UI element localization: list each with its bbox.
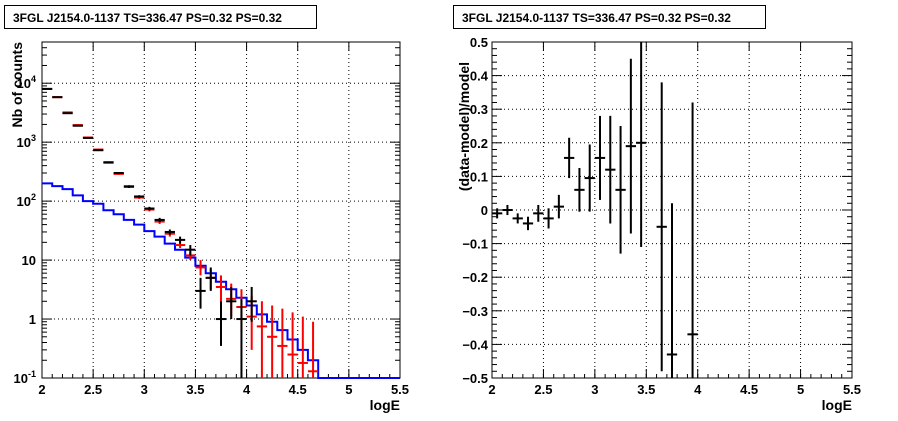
x-tick-label: 4 (694, 382, 702, 397)
x-tick-label: 5.5 (843, 382, 861, 397)
y-tick-label: 10-1 (14, 369, 36, 386)
x-tick-label: 3.5 (637, 382, 655, 397)
x-tick-label: 4 (243, 382, 251, 397)
x-tick-label: 2 (38, 382, 45, 397)
y-axis-label: (data-model)/model (456, 62, 472, 191)
counts-chart: 2 2.5 3 3.5 4 4.5 5 5.5 10-1 1 10 102 103 104 logE Nb o… (9, 41, 409, 413)
y-tick-label: 1 (29, 312, 36, 327)
x-tick-label: 4.5 (740, 382, 758, 397)
residuals-chart: 2 2.5 3 3.5 4 4.5 5 5.5 −0.5 −0.4 −0.3 −0.2 −0.1 0 0.1… (456, 35, 861, 413)
y-tick-label: 0.1 (470, 169, 488, 184)
left-chart-title: 3FGL J2154.0-1137 TS=336.47 PS=0.32 PS=0… (4, 5, 317, 29)
x-tick-label: 3 (141, 382, 148, 397)
right-chart-title: 3FGL J2154.0-1137 TS=336.47 PS=0.32 PS=0… (453, 5, 766, 29)
x-axis-label: logE (370, 397, 400, 413)
y-axis-label: Nb of counts (9, 42, 25, 128)
x-tick-label: 2 (488, 382, 495, 397)
x-tick-label: 5 (797, 382, 804, 397)
x-tick-label: 5.5 (391, 382, 409, 397)
model-histogram-line (42, 182, 400, 379)
y-tick-label: 103 (17, 133, 36, 150)
y-tick-label: −0.4 (462, 337, 488, 352)
y-tick-label: 104 (17, 74, 36, 91)
y-tick-label: −0.5 (462, 371, 488, 386)
x-tick-label: 2.5 (534, 382, 552, 397)
y-tick-label: 0.3 (470, 102, 488, 117)
y-tick-label: 102 (17, 192, 36, 209)
x-tick-label: 3 (591, 382, 598, 397)
y-tick-label: 0.4 (470, 69, 489, 84)
y-tick-label: 0.5 (470, 35, 488, 50)
y-tick-label: −0.2 (462, 270, 488, 285)
x-axis-label: logE (822, 397, 852, 413)
y-tick-label: 0.2 (470, 136, 488, 151)
y-tick-label: 10 (22, 253, 36, 268)
x-tick-label: 3.5 (186, 382, 204, 397)
y-tick-label: −0.1 (462, 237, 488, 252)
x-tick-label: 4.5 (289, 382, 307, 397)
y-tick-label: 0 (481, 203, 488, 218)
x-tick-label: 5 (345, 382, 352, 397)
x-tick-label: 2.5 (84, 382, 102, 397)
y-tick-label: −0.3 (462, 304, 488, 319)
